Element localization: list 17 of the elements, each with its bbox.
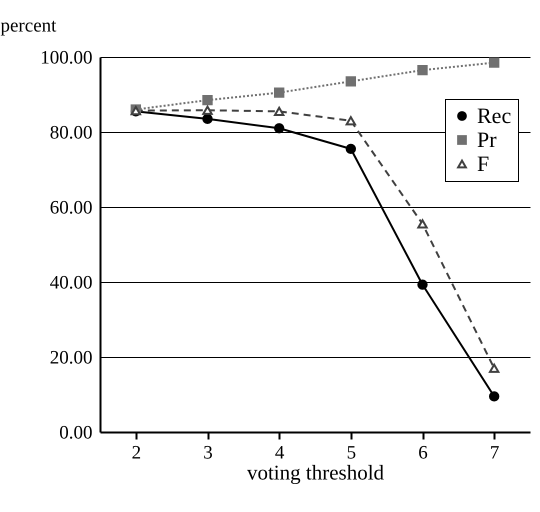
legend-label: Pr (477, 127, 498, 152)
x-tick-label: 2 (132, 442, 142, 464)
y-axis-title: percent (0, 16, 58, 36)
x-tick-label: 5 (346, 442, 356, 464)
y-tick-label: 60.00 (50, 198, 92, 218)
y-tick-label: 40.00 (50, 272, 92, 294)
x-tick-label: 4 (274, 442, 285, 464)
y-tick-label: 0.00 (59, 422, 92, 444)
legend-label: F (477, 151, 490, 176)
legend-label: Rec (477, 103, 512, 128)
y-tick-label: 20.00 (50, 348, 92, 368)
y-tick-label: 80.00 (50, 122, 92, 144)
x-tick-label: 3 (203, 442, 213, 464)
x-tick-label: 6 (418, 442, 428, 464)
y-tick-label: 100.00 (40, 48, 92, 68)
x-tick-label: 7 (490, 442, 500, 464)
x-axis-title: voting threshold (246, 460, 385, 484)
